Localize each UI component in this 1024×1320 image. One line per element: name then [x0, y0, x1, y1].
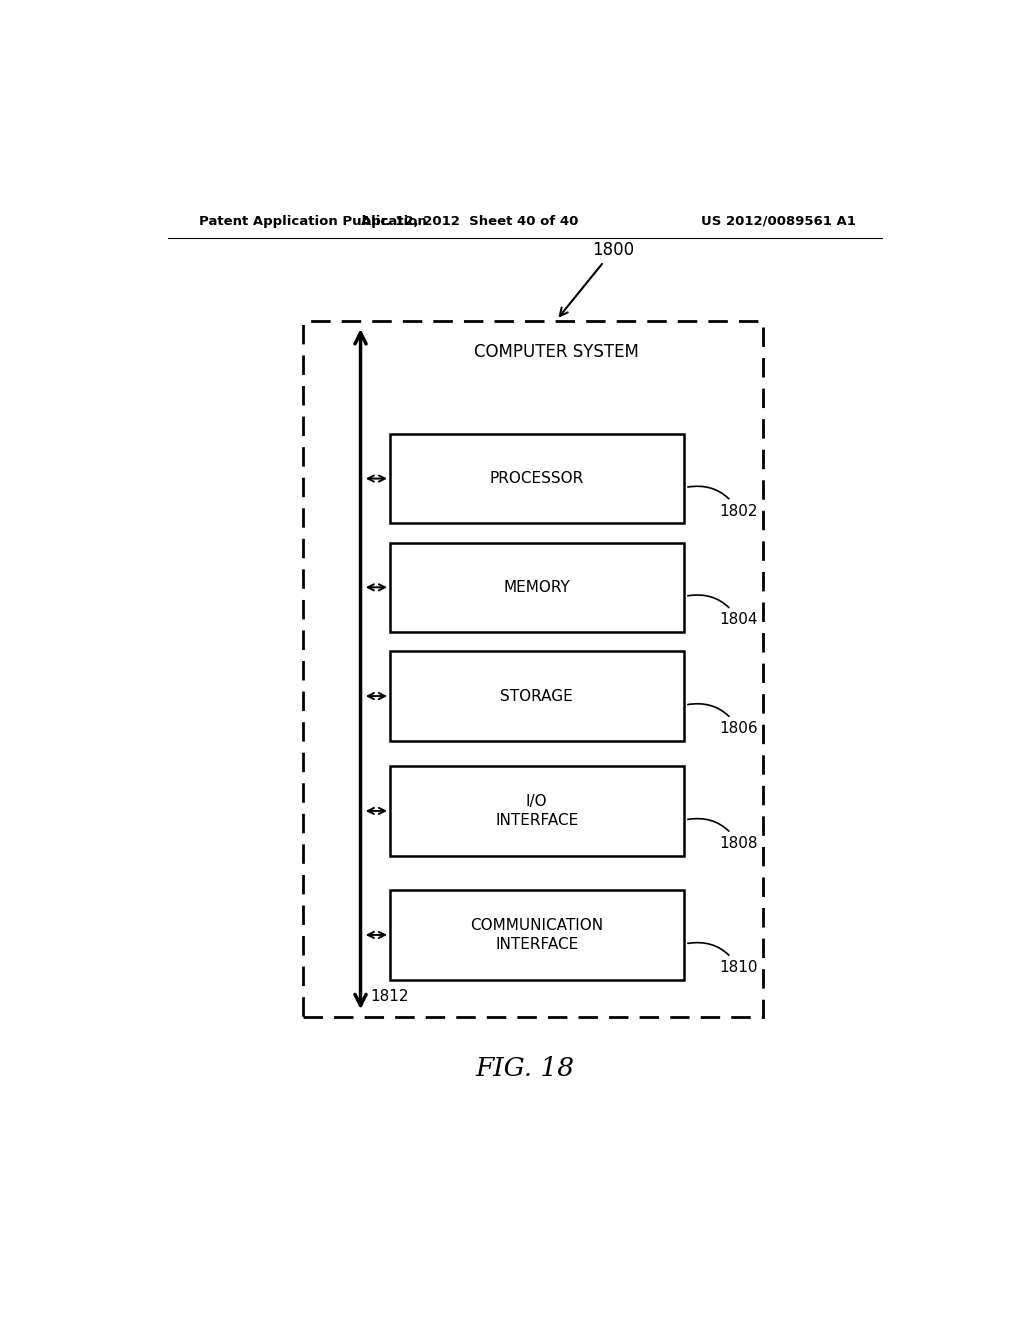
Text: 1800: 1800 [560, 242, 635, 315]
Text: 1810: 1810 [688, 942, 758, 975]
Bar [390, 543, 684, 632]
Text: I/O
INTERFACE: I/O INTERFACE [495, 795, 579, 828]
Bar [390, 651, 684, 741]
Bar [303, 321, 763, 1018]
Text: STORAGE: STORAGE [501, 689, 573, 704]
Text: MEMORY: MEMORY [504, 579, 570, 595]
Text: FIG. 18: FIG. 18 [475, 1056, 574, 1081]
Text: COMMUNICATION
INTERFACE: COMMUNICATION INTERFACE [470, 919, 603, 952]
Text: PROCESSOR: PROCESSOR [489, 471, 584, 486]
Text: 1808: 1808 [688, 818, 758, 851]
Text: US 2012/0089561 A1: US 2012/0089561 A1 [701, 215, 856, 228]
Bar [390, 434, 684, 523]
Text: 1812: 1812 [370, 989, 409, 1005]
Text: 1806: 1806 [688, 704, 758, 737]
Text: 1802: 1802 [688, 486, 758, 519]
Text: 1804: 1804 [688, 595, 758, 627]
Bar [390, 890, 684, 979]
Text: Patent Application Publication: Patent Application Publication [200, 215, 427, 228]
Text: COMPUTER SYSTEM: COMPUTER SYSTEM [474, 342, 639, 360]
Text: Apr. 12, 2012  Sheet 40 of 40: Apr. 12, 2012 Sheet 40 of 40 [360, 215, 578, 228]
Bar [390, 766, 684, 855]
